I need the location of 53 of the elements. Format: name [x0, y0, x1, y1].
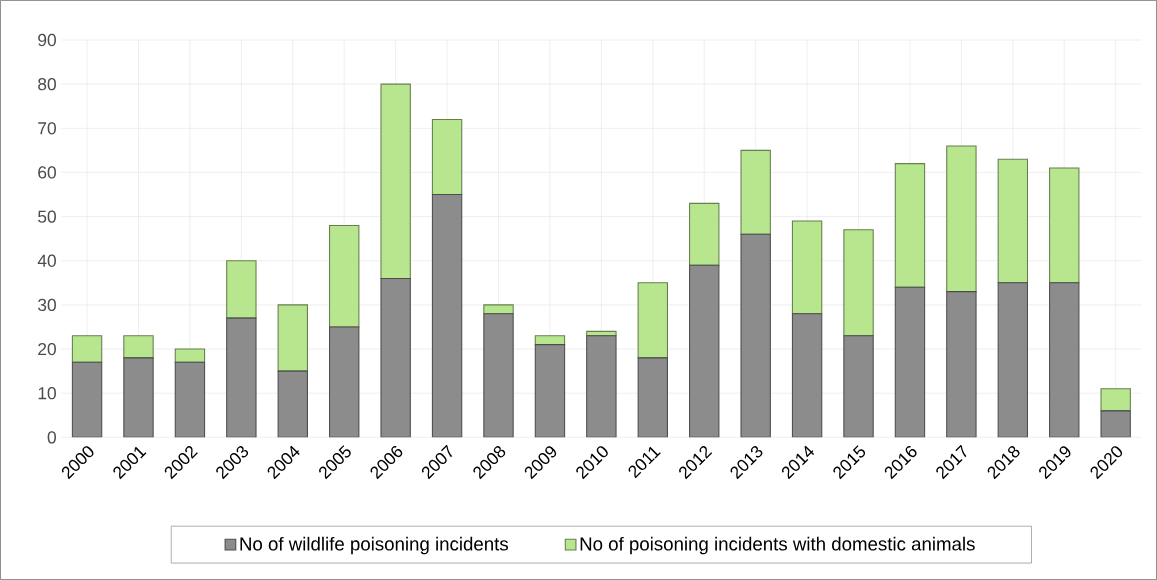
- bar: [72, 362, 102, 438]
- bar: [1100, 388, 1131, 412]
- bar: [791, 220, 823, 315]
- bar: [380, 278, 411, 438]
- bar: [432, 194, 462, 438]
- bar: [792, 313, 822, 438]
- bar: [174, 348, 206, 363]
- legend-label: No of poisoning incidents with domestic animals: [580, 536, 975, 555]
- y-tick-label: 80: [38, 78, 56, 91]
- bar: [689, 202, 720, 266]
- y-tick-label: 30: [38, 298, 56, 312]
- y-tick-label: 70: [38, 122, 56, 135]
- y-tick-label: 50: [38, 210, 56, 223]
- bar: [638, 357, 668, 438]
- y-tick-label: 40: [37, 254, 56, 267]
- bar: [483, 313, 514, 438]
- bar: [329, 224, 360, 328]
- y-tick-label: 0: [47, 431, 56, 444]
- bar: [946, 145, 977, 293]
- y-tick-label: 10: [38, 387, 56, 400]
- bar: [535, 344, 565, 438]
- bar: [895, 287, 925, 438]
- bar: [894, 163, 926, 288]
- bar: [123, 357, 154, 438]
- bar: [226, 260, 257, 319]
- bar: [997, 158, 1029, 284]
- bar: [637, 282, 669, 359]
- legend-label: No of wildlife poisoning incidents: [240, 536, 508, 555]
- y-tick-label: 90: [38, 33, 56, 47]
- bar: [71, 335, 103, 363]
- bar: [741, 234, 771, 438]
- bar: [277, 304, 308, 372]
- bar: [175, 362, 205, 438]
- bar: [586, 335, 617, 438]
- bar: [946, 291, 977, 438]
- bar: [1049, 167, 1080, 284]
- bar: [226, 318, 257, 438]
- bar: [689, 265, 719, 438]
- bar: [123, 335, 154, 359]
- bar: [843, 335, 874, 438]
- bar: [1049, 282, 1079, 438]
- bar: [329, 326, 359, 438]
- bar: [1100, 410, 1131, 438]
- bar: [843, 229, 874, 337]
- bar: [278, 371, 308, 438]
- bar: [740, 149, 771, 235]
- y-tick-label: 20: [38, 342, 56, 356]
- bar: [483, 304, 514, 315]
- bar: [534, 335, 566, 346]
- bar: [998, 282, 1028, 438]
- bar: [431, 118, 463, 196]
- y-tick-label: 60: [38, 166, 56, 179]
- bar: [380, 83, 411, 279]
